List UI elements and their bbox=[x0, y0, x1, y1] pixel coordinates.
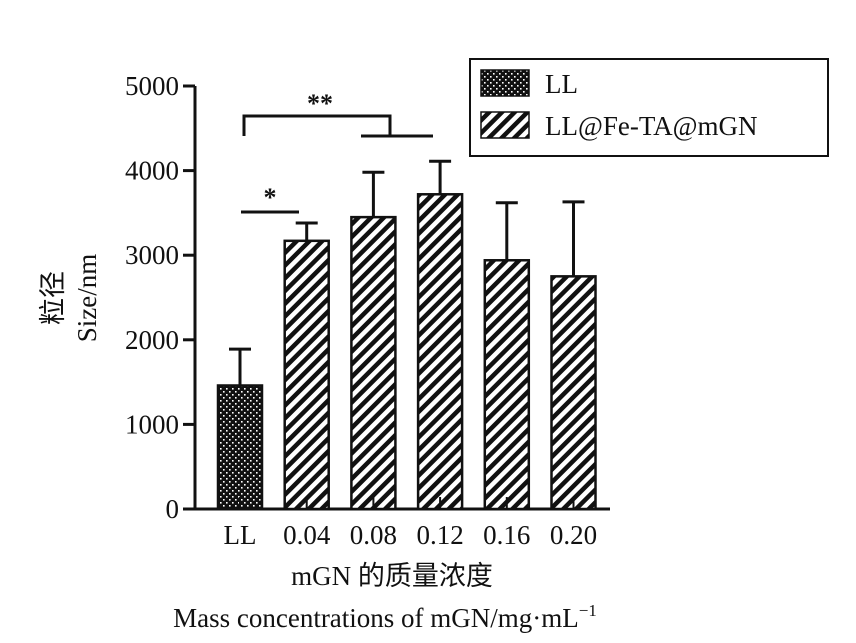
bar-composite-0_12 bbox=[416, 193, 464, 511]
y-tick-label: 3000 bbox=[125, 240, 179, 270]
legend-label-ll: LL bbox=[545, 69, 578, 99]
y-tick-label: 5000 bbox=[125, 71, 179, 101]
x-axis-title-en-text: Mass concentrations of mGN/mg·mL bbox=[173, 603, 579, 633]
bar-composite-0_20 bbox=[550, 275, 597, 511]
x-tick-label: LL bbox=[224, 520, 257, 550]
y-tick-label: 1000 bbox=[125, 409, 179, 439]
bar-ll-LL bbox=[216, 384, 264, 511]
y-axis-title-cn: 粒径 bbox=[38, 271, 68, 325]
y-tick-label: 4000 bbox=[125, 156, 179, 186]
x-axis-title-superscript: −1 bbox=[579, 601, 597, 620]
y-tick-label: 0 bbox=[166, 494, 180, 524]
legend: LL LL@Fe-TA@mGN bbox=[469, 58, 829, 157]
x-tick-label: 0.12 bbox=[416, 520, 463, 550]
x-tick-label: 0.04 bbox=[283, 520, 331, 550]
y-axis-title-en: Size/nm bbox=[72, 254, 102, 343]
bar-composite-0_08 bbox=[350, 215, 397, 511]
significance-label-double: ** bbox=[307, 89, 333, 118]
y-axis-title: 粒径 Size/nm bbox=[38, 254, 102, 343]
bar-composite-0_04 bbox=[283, 239, 330, 511]
significance-bracket-double bbox=[242, 114, 433, 138]
x-tick-label: 0.08 bbox=[350, 520, 397, 550]
x-tick-label: 0.20 bbox=[550, 520, 597, 550]
legend-swatch-ll bbox=[480, 69, 530, 97]
significance-label-single: * bbox=[264, 183, 277, 212]
y-tick-label: 2000 bbox=[125, 325, 179, 355]
x-axis-title-en: Mass concentrations of mGN/mg·mL−1 bbox=[173, 601, 597, 633]
bar-composite-0_16 bbox=[483, 259, 531, 511]
legend-label-composite: LL@Fe-TA@mGN bbox=[545, 111, 758, 141]
x-tick-label: 0.16 bbox=[483, 520, 530, 550]
legend-swatch-composite bbox=[480, 111, 530, 139]
x-axis-title-cn: mGN 的质量浓度 bbox=[291, 561, 493, 591]
